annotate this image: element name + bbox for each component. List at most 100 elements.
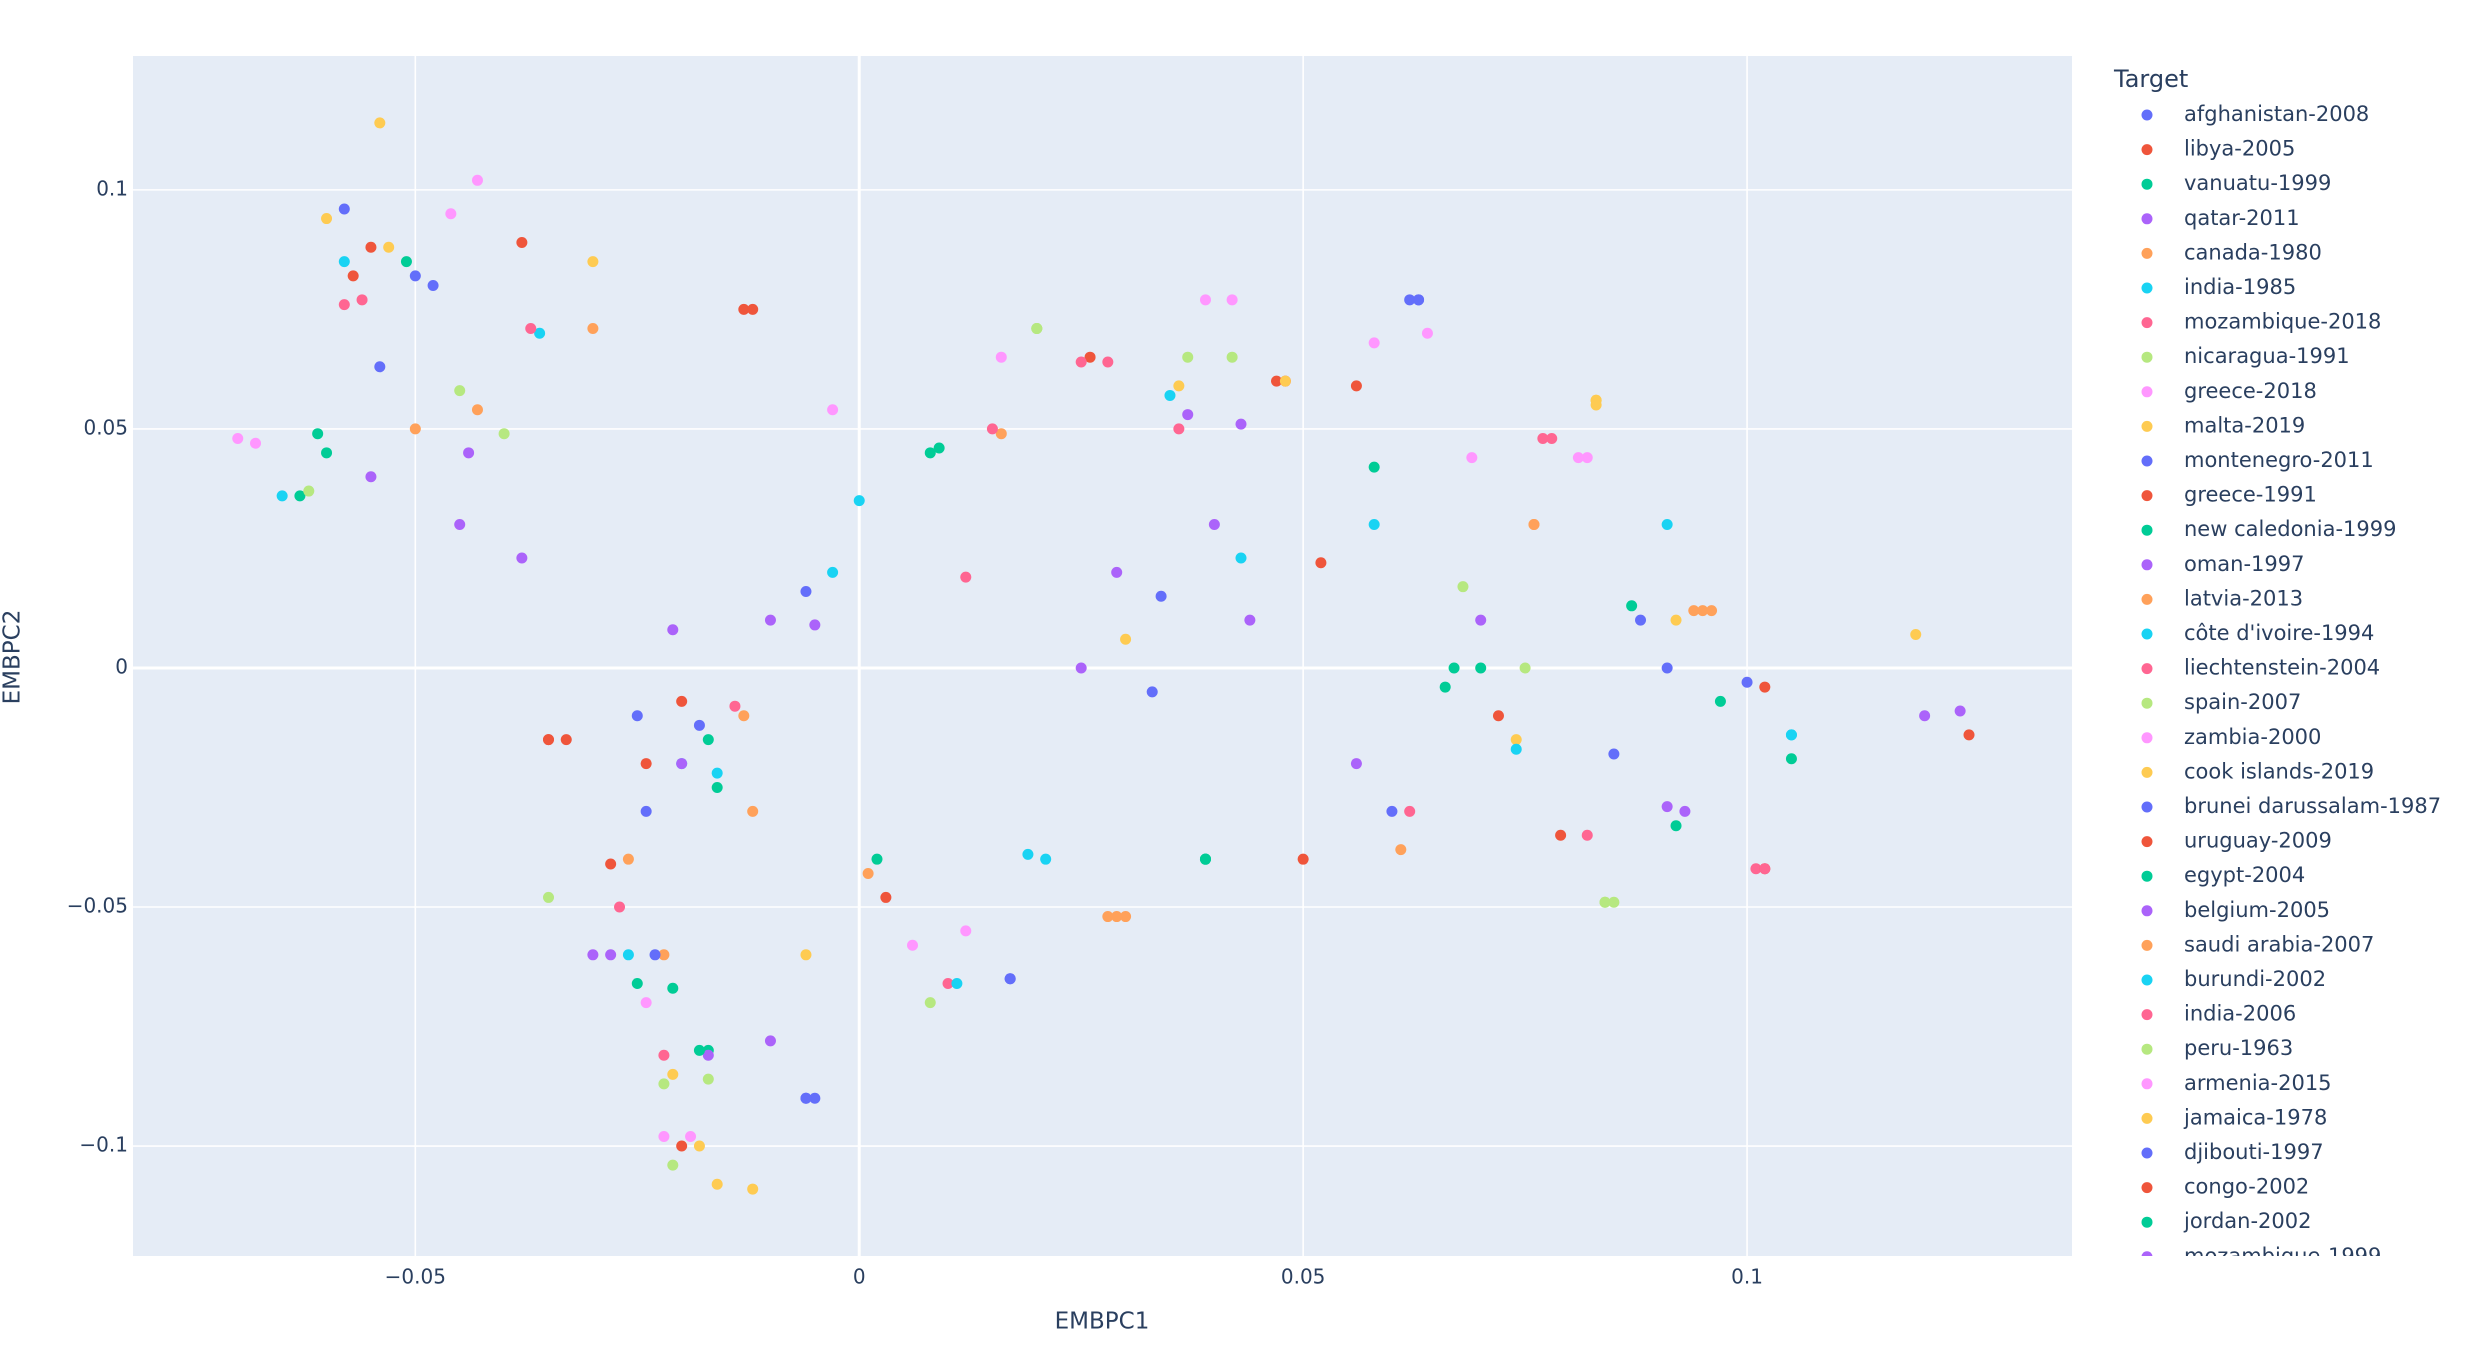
legend-label[interactable]: egypt-2004: [2184, 863, 2305, 887]
legend-marker[interactable]: [2141, 490, 2153, 502]
point: [338, 256, 350, 268]
legend-label[interactable]: latvia-2013: [2184, 586, 2303, 610]
legend-label[interactable]: qatar-2011: [2184, 206, 2300, 230]
legend-marker[interactable]: [2141, 144, 2153, 156]
legend-label[interactable]: spain-2007: [2184, 690, 2301, 714]
legend-label[interactable]: jordan-2002: [2183, 1209, 2311, 1233]
legend-marker[interactable]: [2141, 317, 2153, 329]
y-tick-label: −0.05: [67, 893, 128, 917]
legend-label[interactable]: burundi-2002: [2184, 967, 2326, 991]
point: [667, 982, 679, 994]
point: [649, 949, 661, 961]
legend-label[interactable]: cook islands-2019: [2184, 759, 2374, 783]
legend-marker[interactable]: [2141, 697, 2153, 709]
legend-marker[interactable]: [2141, 732, 2153, 744]
legend-label[interactable]: côte d'ivoire-1994: [2184, 621, 2374, 645]
legend-marker[interactable]: [2141, 1043, 2153, 1055]
point: [321, 447, 333, 459]
legend-marker[interactable]: [2141, 1216, 2153, 1228]
legend-label[interactable]: greece-1991: [2184, 483, 2317, 507]
legend-marker[interactable]: [2141, 1112, 2153, 1124]
legend-label[interactable]: mozambique-1999: [2184, 1244, 2381, 1268]
legend-label[interactable]: oman-1997: [2184, 552, 2305, 576]
legend-marker[interactable]: [2141, 524, 2153, 536]
point: [800, 1092, 812, 1104]
point: [658, 949, 670, 961]
legend-marker[interactable]: [2141, 1182, 2153, 1194]
legend-marker[interactable]: [2141, 1147, 2153, 1159]
legend-marker[interactable]: [2141, 870, 2153, 882]
legend-label[interactable]: india-2006: [2184, 1002, 2296, 1026]
legend-label[interactable]: new caledonia-1999: [2184, 517, 2396, 541]
point: [1244, 614, 1256, 626]
legend-label[interactable]: zambia-2000: [2184, 725, 2321, 749]
point: [1075, 662, 1087, 674]
legend-marker[interactable]: [2141, 939, 2153, 951]
point: [374, 117, 386, 129]
legend-marker[interactable]: [2141, 974, 2153, 986]
legend-label[interactable]: uruguay-2009: [2184, 829, 2332, 853]
point: [764, 1035, 776, 1047]
legend-marker[interactable]: [2141, 1078, 2153, 1090]
legend-marker[interactable]: [2141, 1009, 2153, 1021]
legend-label[interactable]: jamaica-1978: [2183, 1105, 2327, 1129]
legend-label[interactable]: canada-1980: [2184, 240, 2322, 264]
point: [658, 1049, 670, 1061]
point: [1661, 519, 1673, 531]
point: [1714, 695, 1726, 707]
point: [605, 949, 617, 961]
point: [1120, 911, 1132, 923]
legend-label[interactable]: mozambique-2018: [2184, 310, 2381, 334]
legend-label[interactable]: india-1985: [2184, 275, 2296, 299]
point: [631, 977, 643, 989]
legend-marker[interactable]: [2141, 559, 2153, 571]
legend-marker[interactable]: [2141, 801, 2153, 813]
point: [383, 241, 395, 253]
legend-label[interactable]: afghanistan-2008: [2184, 102, 2369, 126]
legend-label[interactable]: brunei darussalam-1987: [2184, 794, 2441, 818]
points: [232, 117, 1975, 1195]
legend-marker[interactable]: [2141, 593, 2153, 605]
legend-label[interactable]: vanuatu-1999: [2184, 171, 2331, 195]
legend-label[interactable]: greece-2018: [2184, 379, 2317, 403]
point: [1661, 801, 1673, 813]
legend-label[interactable]: liechtenstein-2004: [2184, 656, 2380, 680]
legend-label[interactable]: belgium-2005: [2184, 898, 2330, 922]
y-tick-label: −0.1: [79, 1133, 128, 1157]
point: [986, 423, 998, 435]
legend-marker[interactable]: [2141, 1251, 2153, 1262]
legend-label[interactable]: djibouti-1997: [2184, 1140, 2324, 1164]
legend-label[interactable]: congo-2002: [2184, 1175, 2309, 1199]
point: [1785, 753, 1797, 765]
legend-marker[interactable]: [2141, 213, 2153, 225]
legend-marker[interactable]: [2141, 628, 2153, 640]
y-tick-label: 0.05: [83, 415, 128, 439]
legend-marker[interactable]: [2141, 178, 2153, 190]
point: [1519, 662, 1531, 674]
legend-marker[interactable]: [2141, 282, 2153, 294]
legend-marker[interactable]: [2141, 905, 2153, 917]
legend-marker[interactable]: [2141, 109, 2153, 121]
point: [409, 270, 421, 282]
legend-label[interactable]: peru-1963: [2184, 1036, 2293, 1060]
legend-marker[interactable]: [2141, 766, 2153, 778]
legend-label[interactable]: malta-2019: [2184, 413, 2305, 437]
legend-marker[interactable]: [2141, 386, 2153, 398]
legend-label[interactable]: nicaragua-1991: [2184, 344, 2350, 368]
legend-label[interactable]: montenegro-2011: [2184, 448, 2374, 472]
legend-marker[interactable]: [2141, 663, 2153, 675]
point: [1404, 805, 1416, 817]
legend-marker[interactable]: [2141, 420, 2153, 432]
point: [471, 404, 483, 416]
legend-marker[interactable]: [2141, 836, 2153, 848]
legend-label[interactable]: armenia-2015: [2184, 1071, 2332, 1095]
legend-marker[interactable]: [2141, 455, 2153, 467]
legend-marker[interactable]: [2141, 351, 2153, 363]
legend-label[interactable]: libya-2005: [2184, 137, 2295, 161]
point: [338, 203, 350, 215]
point: [356, 294, 368, 306]
point: [543, 734, 554, 746]
legend-marker[interactable]: [2141, 247, 2153, 259]
point: [1750, 863, 1762, 875]
legend-label[interactable]: saudi arabia-2007: [2184, 932, 2374, 956]
